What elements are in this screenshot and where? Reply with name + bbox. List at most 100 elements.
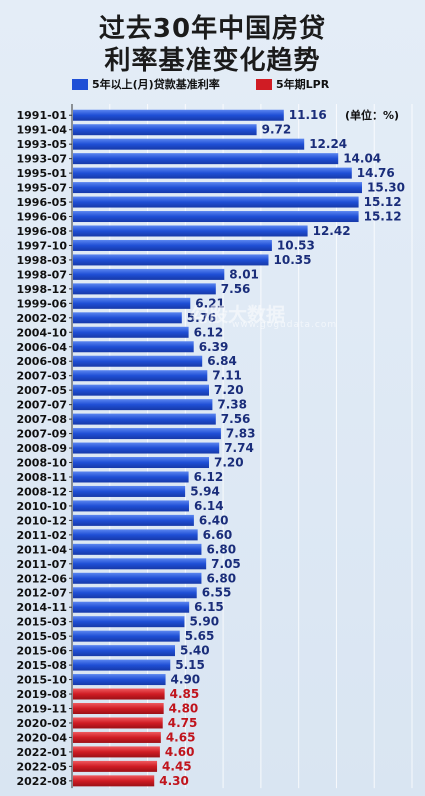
category-tick-label: 2010-10 [17,500,68,513]
category-tick-label: 2022-08 [17,775,68,788]
bar [73,109,284,121]
category-tick-label: 1996-05 [17,196,68,209]
data-label: 6.80 [206,571,236,585]
data-label: 6.12 [194,325,224,339]
category-tick-label: 2007-03 [17,370,68,383]
category-tick-label: 1993-05 [17,138,68,151]
bar [73,428,221,440]
legend-swatch-red [256,78,272,90]
category-tick-label: 2011-04 [17,543,68,556]
bar [73,211,359,223]
bar [73,731,161,743]
legend-item-base-rate: 5年以上(月)贷款基准利率 [72,77,220,91]
data-label: 7.83 [226,427,256,441]
bar [73,645,175,657]
data-label: 6.39 [199,340,229,354]
data-label: 8.01 [229,267,259,281]
watermark: 勾股大数据 [190,304,286,326]
data-label: 9.72 [262,123,292,137]
bar [73,674,166,686]
bar [73,442,220,454]
bar [73,413,216,425]
data-label: 14.04 [343,152,381,166]
category-tick-label: 2020-02 [17,717,68,730]
data-label: 12.24 [309,137,347,151]
bar [73,138,305,150]
category-tick-label: 1996-06 [17,211,68,224]
bar [73,182,362,194]
data-label: 4.75 [168,716,198,730]
category-tick-label: 2006-04 [17,341,68,354]
chart-title-line1: 过去30年中国房贷 [98,14,327,44]
data-label: 15.12 [364,195,402,209]
bar [73,254,269,266]
data-label: 7.05 [211,557,241,571]
data-label: 7.56 [221,412,251,426]
category-tick-label: 2008-12 [17,485,68,498]
bar [73,529,198,541]
bar [73,485,186,497]
bar [73,703,164,715]
data-label: 5.15 [175,658,205,672]
bar [73,326,189,338]
category-tick-label: 1996-08 [17,225,68,238]
category-tick-label: 1998-12 [17,283,68,296]
data-label: 6.84 [207,354,237,368]
data-label: 10.53 [277,238,315,252]
data-label: 10.35 [274,253,312,267]
bar [73,153,339,165]
bar [73,775,155,787]
data-label: 4.30 [159,774,189,788]
bar [73,239,272,251]
bar [73,370,208,382]
category-tick-label: 2015-05 [17,630,68,643]
category-tick-label: 2008-09 [17,442,68,455]
bar [73,283,216,295]
data-label: 4.90 [171,673,201,687]
legend-item-lpr: 5年期LPR [256,77,329,91]
data-label: 6.14 [194,499,224,513]
legend-swatch-blue [72,78,88,90]
chart-title-line2: 利率基准变化趋势 [104,46,321,76]
data-label: 5.94 [190,484,220,498]
data-label: 7.38 [217,398,247,412]
bar [73,688,165,700]
category-tick-label: 2022-05 [17,760,68,773]
bar [73,587,197,599]
category-tick-label: 2020-04 [17,731,68,744]
category-tick-label: 1995-07 [17,182,68,195]
bar [73,500,189,512]
data-label: 7.56 [221,282,251,296]
category-tick-label: 2011-02 [17,529,68,542]
data-label: 7.74 [224,441,254,455]
category-tick-label: 1993-07 [17,153,68,166]
bar [73,355,203,367]
category-tick-label: 2008-10 [17,457,68,470]
bar [73,399,213,411]
data-label: 11.16 [289,108,327,122]
data-label: 12.42 [313,224,351,238]
category-tick-label: 1991-04 [17,124,68,137]
data-label: 6.40 [199,513,229,527]
category-tick-label: 2007-09 [17,428,68,441]
data-label: 14.76 [357,166,395,180]
data-label: 6.80 [206,542,236,556]
category-tick-label: 1999-06 [17,297,68,310]
bar [73,616,185,628]
bar [73,297,191,309]
legend-label-base-rate: 5年以上(月)贷款基准利率 [92,78,220,91]
category-tick-label: 1998-07 [17,268,68,281]
bar [73,341,194,353]
data-label: 15.30 [367,181,405,195]
data-label: 5.90 [189,615,219,629]
category-tick-label: 2012-07 [17,587,68,600]
bar [73,457,209,469]
data-label: 6.12 [194,470,224,484]
bar [73,760,158,772]
bar [73,384,209,396]
category-tick-label: 2015-03 [17,616,68,629]
bar [73,717,163,729]
bar [73,601,190,613]
data-label: 15.12 [364,210,402,224]
